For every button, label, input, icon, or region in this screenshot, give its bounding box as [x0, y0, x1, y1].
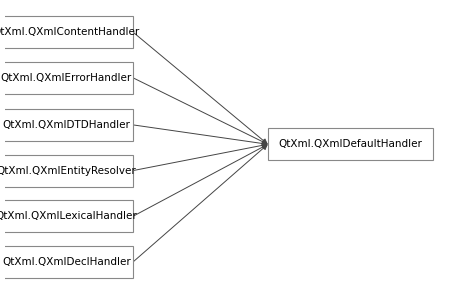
FancyBboxPatch shape [0, 200, 133, 232]
FancyBboxPatch shape [0, 62, 133, 94]
FancyBboxPatch shape [268, 128, 432, 160]
Text: QtXml.QXmlContentHandler: QtXml.QXmlContentHandler [0, 27, 140, 37]
FancyBboxPatch shape [0, 155, 133, 186]
FancyBboxPatch shape [0, 246, 133, 278]
Text: QtXml.QXmlEntityResolver: QtXml.QXmlEntityResolver [0, 166, 136, 176]
Text: QtXml.QXmlDeclHandler: QtXml.QXmlDeclHandler [2, 257, 131, 267]
Text: QtXml.QXmlLexicalHandler: QtXml.QXmlLexicalHandler [0, 211, 137, 221]
FancyBboxPatch shape [0, 16, 133, 48]
Text: QtXml.QXmlDTDHandler: QtXml.QXmlDTDHandler [2, 120, 130, 130]
Text: QtXml.QXmlDefaultHandler: QtXml.QXmlDefaultHandler [278, 139, 422, 149]
FancyBboxPatch shape [0, 109, 133, 141]
Text: QtXml.QXmlErrorHandler: QtXml.QXmlErrorHandler [1, 73, 132, 83]
